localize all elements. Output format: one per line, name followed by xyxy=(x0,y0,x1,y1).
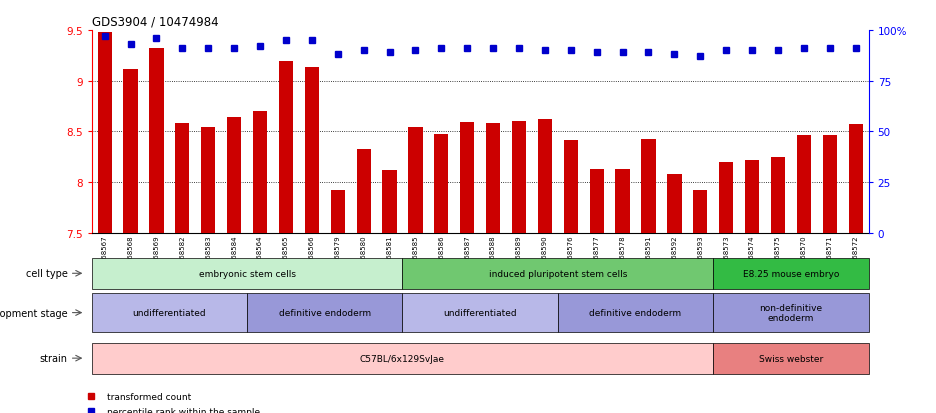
Text: non-definitive
endoderm: non-definitive endoderm xyxy=(759,303,823,323)
Bar xyxy=(558,293,713,332)
Text: undifferentiated: undifferentiated xyxy=(133,309,206,317)
Bar xyxy=(305,67,319,233)
Bar xyxy=(771,157,785,233)
Bar xyxy=(330,191,344,233)
Bar xyxy=(590,170,604,233)
Bar xyxy=(694,191,708,233)
Bar xyxy=(797,135,811,233)
Bar xyxy=(92,258,402,289)
Bar xyxy=(357,150,371,233)
Bar xyxy=(713,343,869,374)
Bar xyxy=(383,171,397,233)
Bar xyxy=(247,293,402,332)
Bar xyxy=(408,128,422,233)
Bar xyxy=(402,258,713,289)
Bar xyxy=(713,258,869,289)
Bar xyxy=(849,125,863,233)
Bar xyxy=(175,124,189,233)
Bar xyxy=(563,140,578,233)
Bar xyxy=(667,175,681,233)
Bar xyxy=(124,69,138,233)
Text: strain: strain xyxy=(40,353,68,363)
Text: development stage: development stage xyxy=(0,308,68,318)
Bar xyxy=(745,161,759,233)
Bar xyxy=(150,49,164,233)
Text: percentile rank within the sample: percentile rank within the sample xyxy=(107,407,260,413)
Bar xyxy=(434,134,448,233)
Bar xyxy=(538,120,552,233)
Bar xyxy=(279,62,293,233)
Bar xyxy=(512,122,526,233)
Text: Swiss webster: Swiss webster xyxy=(759,354,823,363)
Bar xyxy=(92,343,713,374)
Text: induced pluripotent stem cells: induced pluripotent stem cells xyxy=(489,269,627,278)
Text: C57BL/6x129SvJae: C57BL/6x129SvJae xyxy=(360,354,445,363)
Text: GDS3904 / 10474984: GDS3904 / 10474984 xyxy=(92,15,218,28)
Text: definitive endoderm: definitive endoderm xyxy=(590,309,681,317)
Bar xyxy=(253,112,267,233)
Text: transformed count: transformed count xyxy=(107,392,192,401)
Text: cell type: cell type xyxy=(26,268,68,279)
Text: definitive endoderm: definitive endoderm xyxy=(279,309,371,317)
Bar xyxy=(92,293,247,332)
Bar xyxy=(461,123,475,233)
Bar xyxy=(486,124,500,233)
Text: embryonic stem cells: embryonic stem cells xyxy=(198,269,296,278)
Text: E8.25 mouse embryo: E8.25 mouse embryo xyxy=(743,269,839,278)
Bar xyxy=(97,33,111,233)
Text: undifferentiated: undifferentiated xyxy=(444,309,517,317)
Bar xyxy=(227,118,241,233)
Bar xyxy=(641,139,655,233)
Bar xyxy=(402,293,558,332)
Bar xyxy=(823,135,837,233)
Bar xyxy=(719,163,733,233)
Bar xyxy=(713,293,869,332)
Bar xyxy=(201,128,215,233)
Bar xyxy=(616,170,630,233)
